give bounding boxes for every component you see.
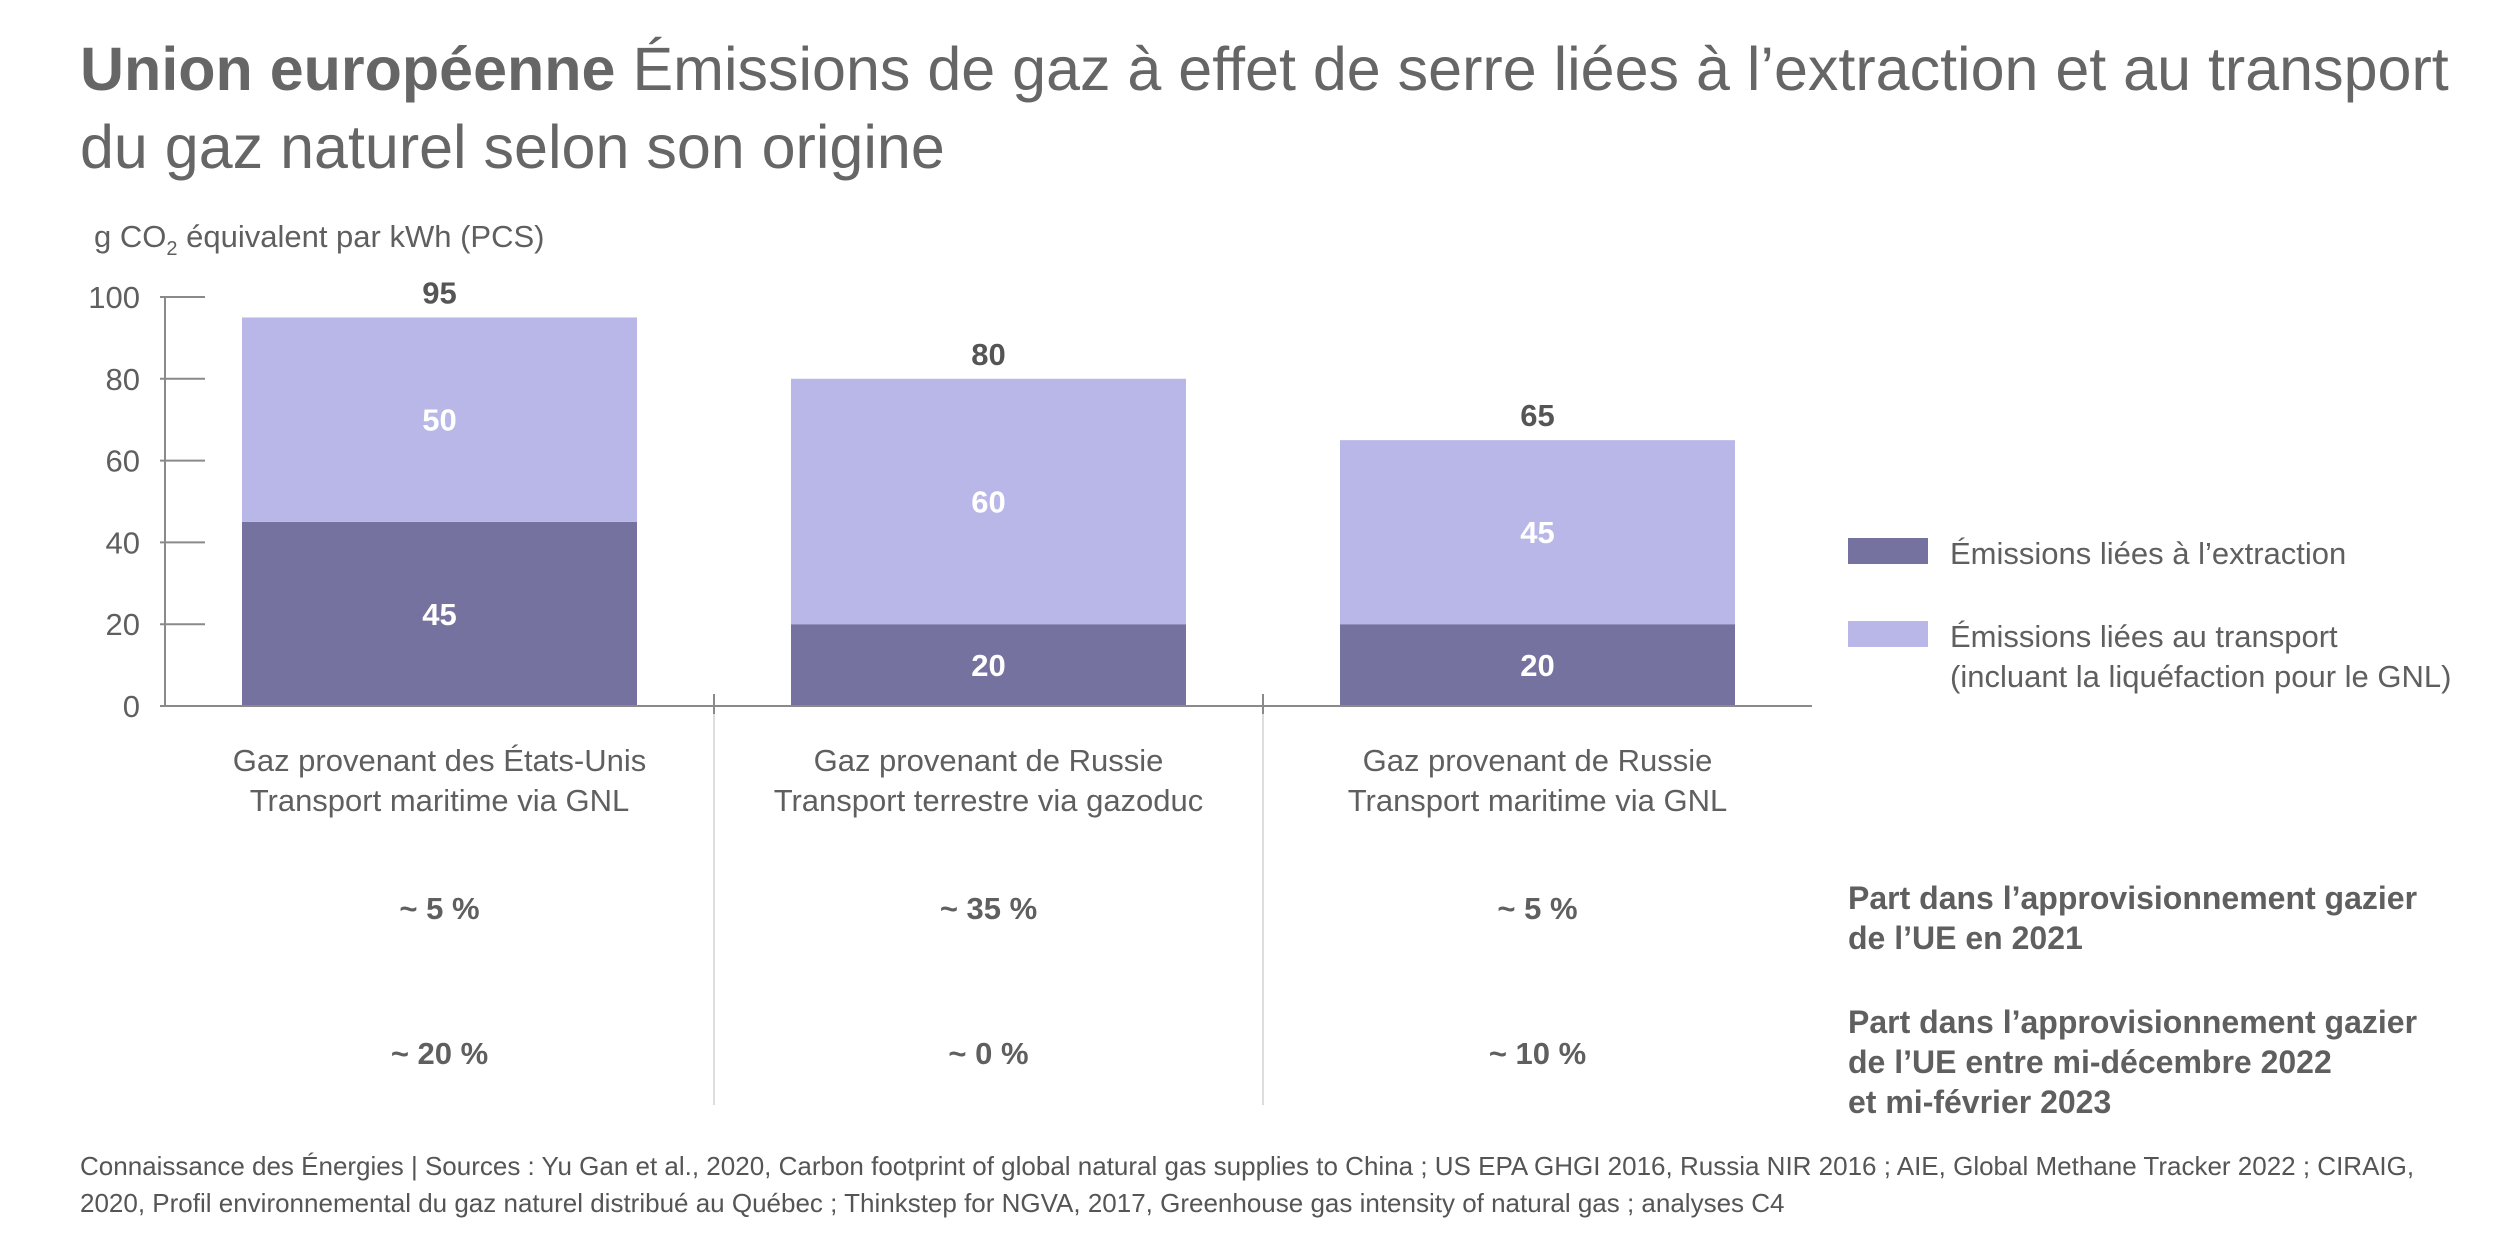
category-label: Gaz provenant des États-Unis xyxy=(233,743,647,778)
bar-total-label: 80 xyxy=(971,337,1005,372)
bar-segment xyxy=(242,521,637,706)
table-value: ~ 35 % xyxy=(940,891,1037,926)
bar-total-label: 65 xyxy=(1520,398,1554,433)
chart-title-text: Émissions de gaz à effet de serre liées … xyxy=(80,35,2449,181)
table-row-label: de l’UE entre mi-décembre 2022 xyxy=(1848,1044,2332,1080)
legend-swatch xyxy=(1848,621,1928,647)
table-value: ~ 20 % xyxy=(391,1036,488,1071)
legend-label: Émissions liées à l’extraction xyxy=(1950,536,2346,571)
table-value: ~ 5 % xyxy=(1497,891,1577,926)
table-value: ~ 5 % xyxy=(399,891,479,926)
y-axis-label: g CO2 équivalent par kWh (PCS) xyxy=(94,219,544,260)
segment-value-label: 20 xyxy=(971,648,1005,683)
bar-segment xyxy=(791,378,1186,625)
chart-title: Union européenne Émissions de gaz à effe… xyxy=(80,30,2460,186)
table-row-label: de l’UE en 2021 xyxy=(1848,920,2083,956)
y-tick-label: 40 xyxy=(106,525,140,560)
segment-value-label: 20 xyxy=(1520,648,1554,683)
bar-segment xyxy=(791,624,1186,706)
segment-value-label: 60 xyxy=(971,485,1005,520)
bar-segment xyxy=(242,317,637,522)
table-row-label: et mi-février 2023 xyxy=(1848,1084,2111,1120)
y-tick-label: 0 xyxy=(123,689,140,724)
category-label: Transport maritime via GNL xyxy=(250,783,630,818)
category-label: Transport terrestre via gazoduc xyxy=(774,783,1204,818)
stacked-bar-chart: g CO2 équivalent par kWh (PCS) 0 20 40 60 80 1… xyxy=(88,219,2451,1120)
legend-label: Émissions liées au transport xyxy=(1950,619,2338,654)
table-value: ~ 0 % xyxy=(948,1036,1028,1071)
segment-value-label: 45 xyxy=(1520,515,1554,550)
y-tick-label: 20 xyxy=(106,607,140,642)
bar-total-label: 95 xyxy=(422,275,456,310)
table-row-label: Part dans l’approvisionnement gazier xyxy=(1848,880,2417,916)
table-value: ~ 10 % xyxy=(1489,1036,1586,1071)
legend-swatch xyxy=(1848,538,1928,564)
category-label: Gaz provenant de Russie xyxy=(1363,743,1713,778)
table-row-label: Part dans l’approvisionnement gazier xyxy=(1848,1004,2417,1040)
chart-title-region: Union européenne xyxy=(80,35,616,103)
footer-sources: Connaissance des Énergies | Sources : Yu… xyxy=(80,1151,2415,1218)
category-label: Gaz provenant de Russie xyxy=(814,743,1164,778)
y-tick-label: 60 xyxy=(106,444,140,479)
segment-value-label: 45 xyxy=(422,597,456,632)
bar-segment xyxy=(1340,440,1735,625)
y-tick-label: 100 xyxy=(88,280,140,315)
bar-segment xyxy=(1340,624,1735,706)
segment-value-label: 50 xyxy=(422,403,456,438)
category-label: Transport maritime via GNL xyxy=(1348,783,1728,818)
legend-label: (incluant la liquéfaction pour le GNL) xyxy=(1950,659,2451,694)
y-tick-label: 80 xyxy=(106,362,140,397)
